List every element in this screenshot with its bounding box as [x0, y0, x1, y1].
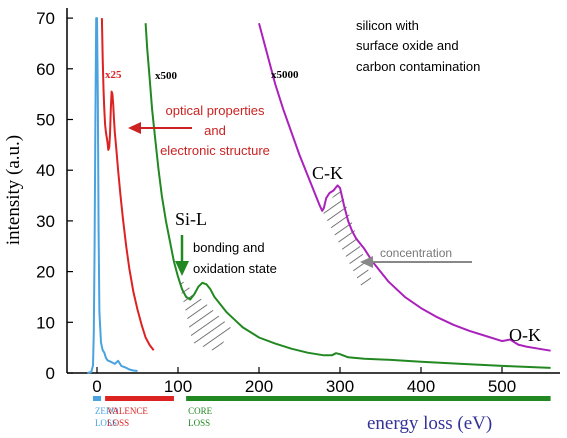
energy-region-bar-core	[186, 396, 551, 401]
shaded-region-si-l	[178, 276, 231, 353]
energy-region-label-line-2: LOSS	[188, 418, 210, 428]
energy-region-label-line-1: ZERO	[95, 406, 119, 416]
energy-region-label-line-1: CORE	[188, 406, 213, 416]
series-line-x25	[100, 18, 155, 351]
o-k-edge-label: O-K	[509, 325, 541, 345]
y-tick-label: 0	[46, 364, 55, 383]
y-tick-label: 60	[36, 60, 55, 79]
x-ticks: 0 100 200 300 400 500	[92, 367, 516, 396]
x-tick-label: 0	[92, 377, 101, 396]
y-tick-label: 20	[36, 263, 55, 282]
energy-region-label-line-2: LOSS	[95, 418, 117, 428]
spectrum-curves	[87, 17, 551, 374]
y-tick-label: 40	[36, 161, 55, 180]
sample-description-line-3: carbon contamination	[356, 59, 480, 74]
x-tick-label: 100	[164, 377, 192, 396]
scale-label-x5000: x5000	[271, 69, 299, 81]
si-l-arrow-icon	[175, 235, 189, 276]
shaded-regions	[178, 187, 373, 353]
series-line-x1	[87, 17, 138, 374]
bonding-note-line-2: oxidation state	[193, 261, 277, 276]
y-tick-label: 30	[36, 212, 55, 231]
energy-region-bars: ZERO LOSS VALENCE LOSS CORE LOSS	[92, 396, 551, 428]
y-axis-title: intensity (a.u.)	[3, 135, 24, 245]
y-ticks: 0 10 20 30 40 50 60 70	[36, 9, 73, 383]
si-l-edge-label: Si-L	[175, 209, 207, 229]
c-k-edge-label: C-K	[312, 163, 343, 183]
optical-note-line-2: and	[204, 123, 226, 138]
x-tick-label: 300	[326, 377, 354, 396]
y-tick-label: 10	[36, 313, 55, 332]
scale-label-x25: x25	[105, 69, 122, 81]
energy-region-bar-valence	[105, 396, 174, 401]
sample-description-line-1: silicon with	[356, 18, 419, 33]
x-axis-title: energy loss (eV)	[367, 413, 492, 434]
shaded-region-c-k	[322, 187, 373, 292]
x-tick-label: 500	[488, 377, 516, 396]
optical-note-line-3: electronic structure	[160, 143, 270, 158]
x-tick-label: 200	[245, 377, 273, 396]
optical-note-line-1: optical properties	[166, 103, 265, 118]
series-line-x500	[144, 23, 551, 369]
sample-description-line-2: surface oxide and	[356, 38, 459, 53]
optical-arrow-icon	[128, 122, 192, 134]
scale-label-x500: x500	[155, 70, 178, 82]
energy-region-label-line-1: VALENCE	[107, 406, 148, 416]
y-tick-label: 50	[36, 111, 55, 130]
bonding-note-line-1: bonding and	[193, 240, 265, 255]
concentration-note: concentration	[380, 246, 452, 260]
energy-region-bar-zero	[92, 396, 102, 401]
concentration-arrow-icon	[360, 256, 472, 268]
energy-region-label-line-2: LOSS	[107, 418, 129, 428]
series-line-x5000	[258, 22, 551, 352]
x-tick-label: 400	[407, 377, 435, 396]
y-tick-label: 70	[36, 9, 55, 28]
